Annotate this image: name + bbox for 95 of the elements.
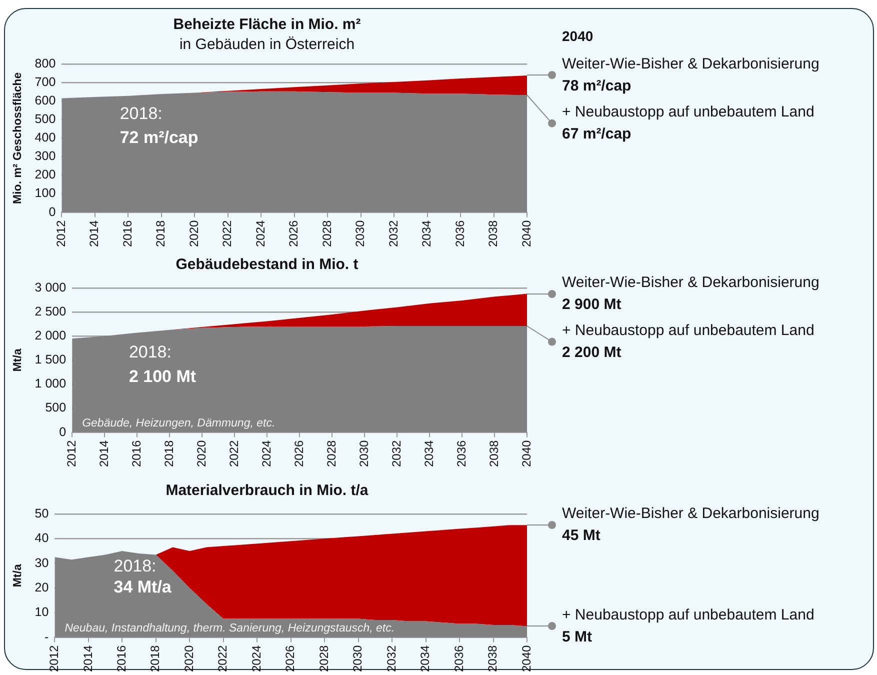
x-tick-label: 2036: [454, 440, 468, 468]
chart-title: Materialverbrauch in Mio. t/a: [166, 482, 369, 500]
x-tick-label: 2020: [186, 220, 201, 248]
x-tick-label: 2036: [452, 644, 466, 672]
x-tick-label: 2038: [486, 220, 500, 248]
x-tick-label: 2018: [154, 220, 168, 248]
x-tick-label: 2024: [249, 644, 264, 672]
y-tick-label: 40: [34, 531, 49, 546]
x-tick-label: 2012: [47, 644, 62, 672]
chart-title: Beheizte Fläche in Mio. m²: [173, 16, 361, 34]
y-tick-label: 200: [34, 168, 56, 182]
y-tick-label: 0: [48, 204, 56, 219]
x-tick-label: 2034: [418, 644, 432, 672]
x-tick-label: 2016: [129, 440, 144, 468]
y-axis-title: Mt/a: [12, 348, 24, 372]
y-tick-label: 30: [34, 556, 49, 570]
x-tick-label: 2030: [353, 220, 368, 248]
x-tick-label: 2032: [389, 440, 404, 468]
y-tick-label: 100: [34, 186, 56, 200]
annotation: 2 100 Mt: [128, 367, 196, 386]
x-tick-label: 2024: [253, 220, 268, 248]
x-tick-label: 2016: [120, 220, 134, 248]
y-tick-label: 300: [34, 149, 56, 164]
y-tick-label: 500: [34, 112, 56, 126]
x-tick-label: 2026: [292, 440, 306, 468]
x-tick-label: 2028: [316, 644, 331, 672]
x-tick-label: 2014: [87, 220, 102, 248]
x-tick-label: 2040: [519, 220, 534, 248]
x-tick-label: 2040: [519, 644, 534, 672]
x-tick-label: 2012: [64, 440, 78, 468]
x-tick-label: 2036: [452, 220, 467, 248]
x-tick-label: 2032: [384, 644, 398, 672]
x-tick-label: 2020: [194, 440, 208, 468]
text: 67 m²/cap: [562, 126, 632, 143]
x-tick-label: 2038: [486, 644, 500, 672]
legend-label: + Neubaustopp auf unbebautem Land: [562, 104, 814, 121]
x-tick-label: 2028: [320, 220, 334, 248]
x-tick-label: 2030: [350, 644, 365, 672]
x-tick-label: 2022: [220, 220, 234, 248]
y-tick-label: 10: [34, 605, 49, 620]
y-tick-label: 2 000: [34, 328, 66, 343]
x-tick-label: 2012: [54, 220, 68, 248]
text: + Neubaustopp auf unbebautem Land: [562, 606, 814, 624]
x-tick-label: 2030: [356, 440, 371, 468]
y-tick-label: 800: [34, 56, 56, 70]
x-tick-label: 2026: [286, 220, 301, 248]
x-tick-label: 2016: [114, 644, 128, 672]
y-tick-label: 2 500: [34, 304, 66, 319]
text: Weiter-Wie-Bisher & Dekarbonisierung: [562, 274, 820, 291]
y-tick-label: 400: [34, 130, 56, 145]
y-tick-label: 1 500: [34, 352, 66, 367]
legend-label: + Neubaustopp auf unbebautem Land: [562, 322, 814, 339]
annotation: 2018:: [120, 104, 162, 124]
y-tick-label: 700: [34, 74, 56, 89]
annotation: Gebäude, Heizungen, Dämmung, etc.: [82, 418, 276, 430]
y-tick-label: -: [44, 630, 49, 644]
x-tick-label: 2018: [162, 440, 176, 468]
x-tick-label: 2022: [226, 440, 241, 468]
annotation: 2018:: [128, 342, 172, 362]
text: Weiter-Wie-Bisher & Dekarbonisierung: [562, 56, 820, 73]
x-tick-label: 2018: [148, 644, 162, 672]
text: 45 Mt: [562, 527, 600, 544]
x-tick-label: 2026: [283, 644, 298, 672]
annotation: 34 Mt/a: [114, 578, 172, 597]
x-tick-label: 2038: [486, 440, 501, 468]
x-tick-label: 2034: [420, 220, 434, 248]
annotation: 72 m²/cap: [120, 128, 198, 147]
y-tick-label: 20: [34, 580, 49, 594]
x-tick-label: 2022: [216, 644, 230, 672]
y-tick-label: 500: [45, 400, 66, 415]
x-tick-label: 2020: [182, 644, 196, 672]
text: 2 200 Mt: [562, 344, 622, 361]
annotation: Neubau, Instandhaltung, therm. Sanierung, Heizungstausch, etc.: [64, 622, 395, 635]
x-tick-label: 2034: [422, 440, 436, 468]
y-axis-title: Mt/a: [12, 564, 24, 588]
x-tick-label: 2040: [519, 440, 534, 468]
y-tick-label: 3 000: [34, 280, 66, 294]
y-tick-label: 0: [59, 424, 66, 439]
chart-subtitle: in Gebäuden in Österreich: [179, 36, 355, 54]
text: 2 900 Mt: [562, 296, 622, 313]
y-tick-label: 1 000: [34, 376, 66, 391]
y-tick-label: 50: [34, 506, 49, 520]
text: Weiter-Wie-Bisher & Dekarbonisierung: [562, 505, 820, 522]
annotation: 2018:: [114, 556, 156, 576]
y-axis-title: Mio. m² Geschossfläche: [12, 72, 24, 204]
text: 2040: [562, 28, 594, 44]
chart-title: Gebäudebestand in Mio. t: [176, 256, 358, 274]
text: 5 Mt: [562, 628, 592, 646]
y-tick-label: 600: [34, 94, 56, 108]
text: 78 m²/cap: [562, 78, 632, 95]
x-tick-label: 2024: [259, 440, 274, 468]
x-tick-label: 2014: [96, 440, 111, 468]
x-tick-label: 2032: [386, 220, 400, 248]
x-tick-label: 2014: [80, 644, 95, 672]
x-tick-label: 2028: [324, 440, 338, 468]
